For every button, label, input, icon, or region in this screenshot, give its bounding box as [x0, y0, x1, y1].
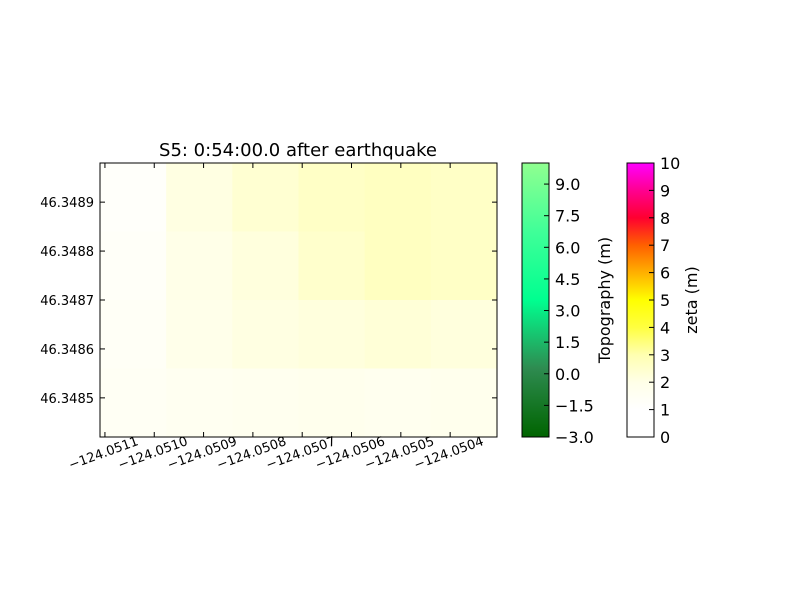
- heatmap-cell: [364, 163, 432, 232]
- colorbar-label: zeta (m): [682, 266, 701, 333]
- chart-title: S5: 0:54:00.0 after earthquake: [159, 140, 437, 161]
- heatmap-cell: [364, 368, 432, 438]
- y-tick-label: 46.3485: [40, 392, 94, 407]
- heatmap-cell: [166, 163, 233, 232]
- heatmap-cell: [298, 231, 366, 301]
- y-tick-label: 46.3486: [40, 343, 94, 358]
- colorbar-tick-label: 10: [660, 154, 680, 173]
- heatmap-cell: [100, 163, 167, 232]
- heatmap-cell: [166, 368, 233, 438]
- heatmap-cell: [166, 231, 233, 301]
- colorbar-tick-label: 6.0: [555, 238, 580, 257]
- colorbar-tick-label: 8: [660, 209, 670, 228]
- heatmap-cell: [364, 300, 432, 369]
- colorbar-tick-label: 5: [660, 291, 670, 310]
- colorbar-tick-label: 9.0: [555, 175, 580, 194]
- heatmap-cell: [232, 231, 299, 301]
- heatmap-cell: [298, 163, 366, 232]
- heatmap-cell: [100, 368, 167, 438]
- colorbar-tick-label: −1.5: [555, 396, 594, 415]
- y-tick-label: 46.3487: [40, 294, 94, 309]
- colorbar-label: Topography (m): [595, 237, 614, 364]
- y-tick-label: 46.3489: [40, 196, 94, 211]
- colorbar-tick-label: 3.0: [555, 302, 580, 321]
- colorbar-tick-label: 1.5: [555, 333, 580, 352]
- heatmap-cell: [430, 231, 498, 301]
- colorbar-tick-label: 0: [660, 428, 670, 447]
- colorbar-tick-label: −3.0: [555, 428, 594, 447]
- colorbar-tick-label: 0.0: [555, 365, 580, 384]
- heatmap-cell: [232, 163, 299, 232]
- heatmap-cell: [100, 300, 167, 369]
- y-tick-label: 46.3488: [40, 245, 94, 260]
- colorbar-tick-label: 4: [660, 318, 670, 337]
- heatmap-cell: [166, 300, 233, 369]
- heatmap-cell: [100, 231, 167, 301]
- colorbar-tick-label: 3: [660, 346, 670, 365]
- heatmap-cell: [364, 231, 432, 301]
- colorbar-tick-label: 2: [660, 373, 670, 392]
- colorbar-tick-label: 4.5: [555, 270, 580, 289]
- heatmap-cell: [430, 368, 498, 438]
- heatmap-cell: [298, 368, 366, 438]
- heatmap-cell: [232, 368, 299, 438]
- colorbar-tick-label: 1: [660, 401, 670, 420]
- heatmap-cell: [430, 163, 498, 232]
- heatmap-cell: [298, 300, 366, 369]
- colorbar-tick-label: 9: [660, 181, 670, 200]
- colorbar-tick-label: 7: [660, 236, 670, 255]
- heatmap-cell: [430, 300, 498, 369]
- colorbar-tick-label: 6: [660, 264, 670, 283]
- heatmap-cell: [232, 300, 299, 369]
- colorbar-tick-label: 7.5: [555, 207, 580, 226]
- heatmap: [100, 163, 498, 438]
- colorbar: [521, 162, 550, 438]
